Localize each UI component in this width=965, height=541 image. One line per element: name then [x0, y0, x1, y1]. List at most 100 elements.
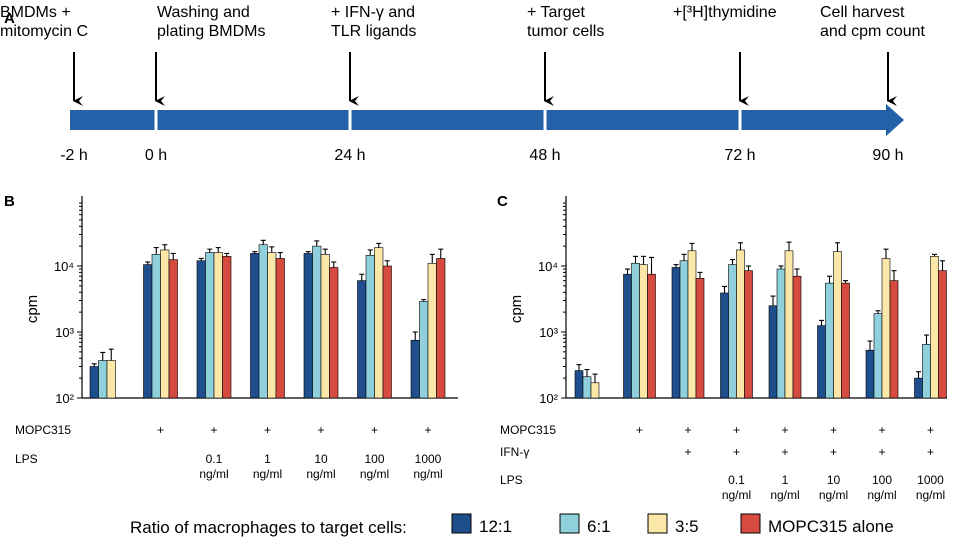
legend-item-label: MOPC315 alone — [768, 517, 894, 536]
condition-label: ng/ml — [867, 488, 896, 502]
row-label: LPS — [500, 473, 523, 487]
condition-label: ng/ml — [360, 467, 389, 481]
bar — [160, 249, 170, 399]
bar — [267, 252, 277, 399]
bar — [168, 259, 178, 399]
condition-label: 1 — [782, 473, 789, 487]
bar — [687, 250, 697, 399]
event-label: BMDMs + — [0, 4, 71, 21]
condition-label: 10 — [314, 452, 328, 466]
condition-label: + — [157, 423, 164, 437]
timeline-divider — [543, 108, 547, 132]
event-label: Washing and — [157, 4, 250, 21]
condition-label: ng/ml — [819, 488, 848, 502]
condition-label: + — [210, 423, 217, 437]
bar — [881, 258, 891, 399]
event-time: 24 h — [334, 147, 365, 164]
bar — [623, 273, 632, 399]
bar — [582, 376, 592, 399]
bar — [329, 267, 339, 399]
event-label: tumor cells — [527, 23, 604, 40]
bar — [833, 251, 842, 399]
bar — [89, 366, 99, 399]
bar — [889, 280, 899, 399]
bar — [736, 249, 745, 399]
event-label: +[³H]thymidine — [673, 4, 777, 21]
timeline-divider — [738, 108, 742, 132]
condition-label: + — [830, 423, 837, 437]
legend-swatch — [559, 513, 580, 534]
bar — [419, 301, 429, 399]
bar — [768, 305, 778, 399]
event-time: 0 h — [145, 147, 167, 164]
bar — [357, 280, 367, 399]
bar — [275, 258, 285, 399]
legend-title: Ratio of macrophages to target cells: — [130, 518, 407, 537]
bar — [382, 265, 392, 399]
bar — [365, 255, 375, 399]
legend-item-label: 12:1 — [479, 517, 512, 536]
bar — [744, 270, 753, 399]
condition-label: + — [684, 423, 691, 437]
condition-label: 0.1 — [728, 473, 745, 487]
bar — [205, 252, 215, 399]
bar — [427, 262, 437, 399]
y-tick-label: 10² — [539, 391, 558, 406]
condition-label: 0.1 — [206, 452, 223, 466]
condition-label: 100 — [364, 452, 384, 466]
bar — [792, 275, 802, 399]
condition-label: ng/ml — [916, 488, 945, 502]
bar — [841, 282, 850, 399]
bar — [825, 282, 834, 399]
bar — [250, 253, 260, 399]
condition-label: ng/ml — [253, 467, 282, 481]
bar — [258, 244, 268, 399]
timeline-divider — [154, 108, 158, 132]
y-tick-label: 10³ — [55, 325, 74, 340]
bar — [679, 260, 689, 399]
condition-label: ng/ml — [199, 467, 228, 481]
bar — [320, 254, 330, 399]
bar — [817, 325, 826, 399]
timeline-divider — [348, 108, 352, 132]
bar — [784, 250, 794, 399]
event-label: TLR ligands — [331, 23, 416, 40]
event-label: and cpm count — [820, 23, 926, 40]
condition-label: + — [424, 423, 431, 437]
bar — [590, 382, 600, 399]
condition-label: + — [830, 445, 837, 459]
event-label: Cell harvest — [820, 4, 905, 21]
condition-label: 1000 — [415, 452, 442, 466]
condition-label: + — [878, 423, 885, 437]
legend-swatch — [740, 513, 761, 534]
condition-label: 1000 — [917, 473, 944, 487]
condition-label: + — [927, 423, 934, 437]
condition-label: + — [781, 445, 788, 459]
condition-label: + — [264, 423, 271, 437]
condition-label: + — [733, 423, 740, 437]
bar — [312, 245, 322, 399]
condition-label: + — [927, 445, 934, 459]
bar — [728, 264, 737, 399]
condition-label: 1 — [264, 452, 271, 466]
bar — [410, 339, 420, 399]
bar — [873, 313, 883, 399]
row-label: MOPC315 — [500, 423, 556, 437]
bar — [631, 262, 640, 399]
row-label: IFN-γ — [500, 445, 529, 459]
condition-label: ng/ml — [722, 488, 751, 502]
event-label: mitomycin C — [0, 23, 88, 40]
bar — [647, 273, 656, 399]
y-axis-label: cpm — [24, 295, 41, 323]
condition-label: ng/ml — [413, 467, 442, 481]
bar — [914, 377, 923, 399]
condition-label: ng/ml — [770, 488, 799, 502]
bar — [720, 292, 729, 399]
panel-label: B — [4, 193, 15, 210]
event-time: -2 h — [60, 147, 88, 164]
condition-label: + — [733, 445, 740, 459]
